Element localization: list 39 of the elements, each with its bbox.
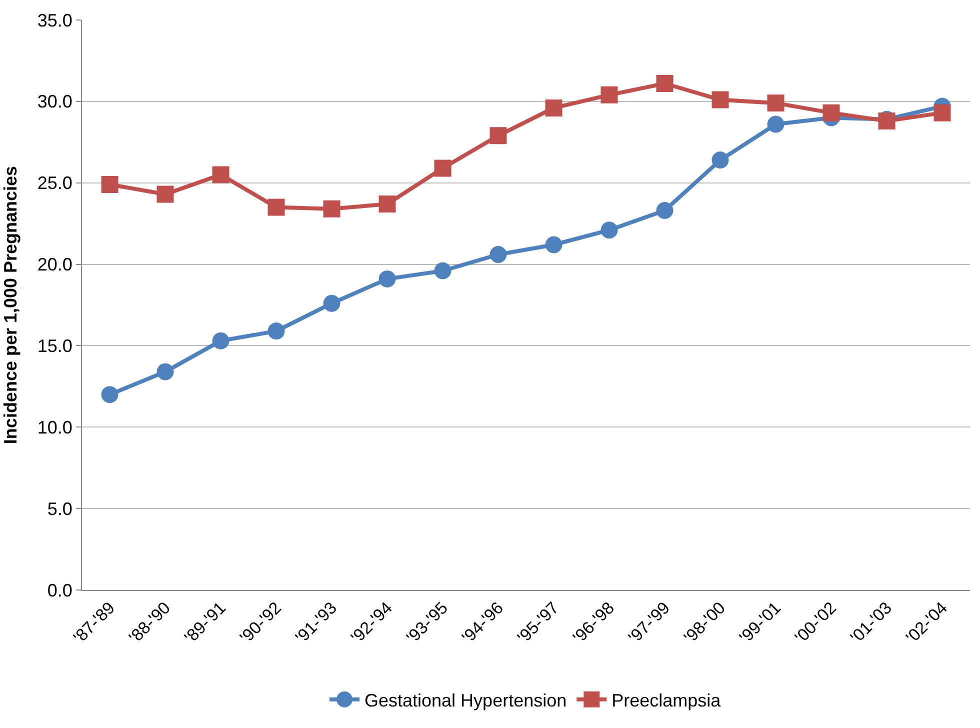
- point: [156, 363, 174, 380]
- point: [434, 262, 452, 280]
- point: [434, 160, 452, 177]
- point: [212, 332, 230, 350]
- point: [323, 294, 340, 312]
- point: [712, 152, 729, 169]
- point: [378, 270, 396, 288]
- point: [156, 186, 174, 203]
- point: [490, 127, 507, 144]
- point: [767, 94, 784, 112]
- y-tick-label: 35.0: [37, 10, 72, 30]
- point: [101, 176, 118, 193]
- point: [656, 75, 674, 92]
- point: [378, 196, 396, 213]
- point: [712, 91, 729, 108]
- y-tick-label: 20.0: [37, 254, 72, 275]
- y-tick-label: 5.0: [47, 498, 72, 519]
- point: [101, 386, 118, 404]
- point: [600, 222, 618, 239]
- point: [600, 86, 618, 104]
- y-tick-label: 10.0: [37, 417, 72, 438]
- legend-label: Preeclampsia: [612, 690, 722, 710]
- y-tick-label: 25.0: [37, 173, 72, 194]
- y-tick-label: 0.0: [47, 580, 72, 600]
- point: [545, 236, 562, 254]
- y-axis-title: Incidence per 1,000 Pregnancies: [0, 166, 21, 444]
- y-tick-label: 30.0: [37, 92, 72, 112]
- point: [934, 104, 951, 122]
- legend-label: Gestational Hypertension: [364, 690, 567, 710]
- y-tick-label: 15.0: [37, 336, 72, 356]
- point: [323, 200, 340, 218]
- point: [656, 202, 674, 220]
- point: [212, 166, 230, 184]
- point: [822, 104, 840, 122]
- point: [490, 246, 507, 263]
- point: [268, 322, 285, 340]
- point: [767, 116, 784, 133]
- point: [545, 99, 562, 116]
- point: [268, 198, 285, 216]
